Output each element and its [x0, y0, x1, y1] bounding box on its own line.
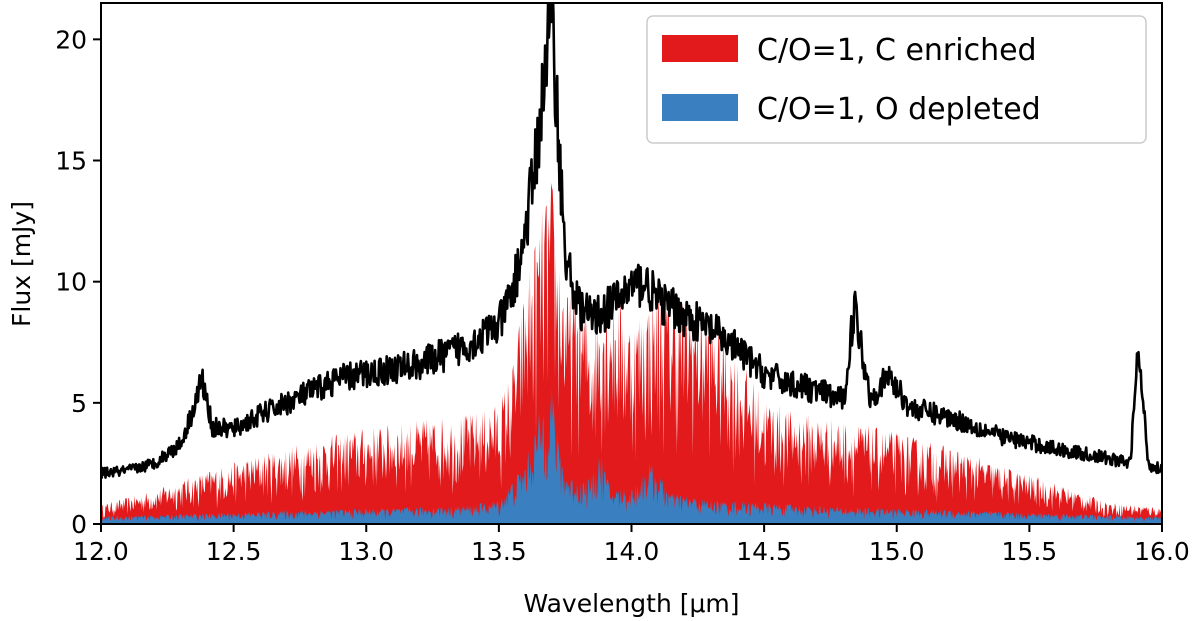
line-series-observed-spectrum [101, 3, 1162, 479]
x-axis-title: Wavelength [μm] [523, 589, 739, 618]
legend-label-c-enriched: C/O=1, C enriched [757, 33, 1037, 68]
legend-box [646, 15, 1147, 144]
area-series-c-o-1-c-enriched [101, 183, 1162, 524]
x-tick-label: 16.0 [1134, 537, 1190, 566]
x-tick-label: 13.5 [471, 537, 527, 566]
y-tick-label: 5 [71, 389, 87, 418]
x-tick-label: 14.5 [736, 537, 792, 566]
area-series-c-o-1-o-depleted [101, 386, 1162, 524]
x-tick-label: 13.0 [338, 537, 394, 566]
legend-swatch-c-enriched [662, 35, 738, 62]
legend: C/O=1, C enriched C/O=1, O depleted [646, 15, 1147, 144]
y-tick-label: 20 [55, 25, 87, 54]
legend-label-o-depleted: C/O=1, O depleted [757, 92, 1041, 127]
x-tick-label: 12.0 [73, 537, 129, 566]
x-tick-label: 15.0 [869, 537, 925, 566]
y-tick-label: 0 [71, 510, 87, 539]
y-axis-title: Flux [mJy] [7, 201, 36, 327]
y-tick-label: 10 [55, 268, 87, 297]
x-tick-label: 14.0 [604, 537, 660, 566]
y-tick-label: 15 [55, 147, 87, 176]
x-tick-label: 12.5 [206, 537, 262, 566]
legend-swatch-o-depleted [662, 94, 738, 121]
x-tick-label: 15.5 [1002, 537, 1058, 566]
